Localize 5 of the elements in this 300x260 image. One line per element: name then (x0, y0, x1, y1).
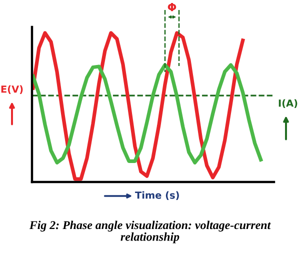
y-axis-title: E(V) (1, 85, 23, 94)
text: Φ (168, 2, 176, 12)
caption: Fig 2: Phase angle visualization: voltage-current relationship (29, 220, 271, 244)
x-axis-title: Time (s) (135, 191, 179, 200)
y2-axis-title: I(A) (278, 99, 298, 108)
